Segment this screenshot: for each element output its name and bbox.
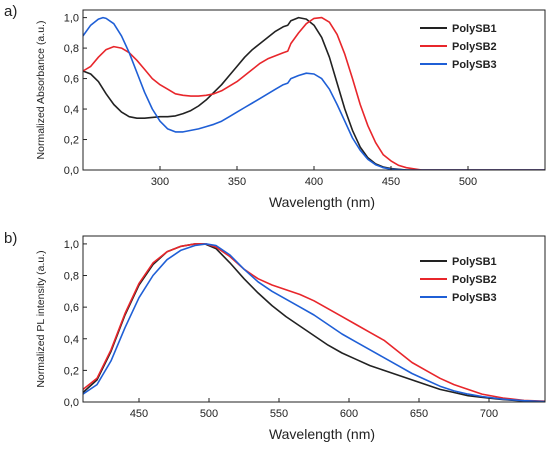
y-tick-label: 1,0 bbox=[64, 13, 79, 25]
y-tick-label: 0,0 bbox=[64, 397, 79, 409]
legend: PolySB1 PolySB2 PolySB3 bbox=[420, 23, 497, 71]
y-tick-label: 0,2 bbox=[64, 365, 79, 377]
panel-a-absorbance: a) 300 350 400 450 500 0,0 0,2 0,4 0,6 0,8 1,0 Wavel… bbox=[4, 3, 546, 210]
legend-label-polysb1: PolySB1 bbox=[452, 23, 497, 35]
panel-b-photoluminescence: b) 450 500 550 600 650 700 0,0 0,2 0,4 0,6 0,8 1,0 Wa… bbox=[4, 230, 546, 442]
y-tick-label: 0,8 bbox=[64, 43, 79, 55]
plot-frame bbox=[82, 235, 546, 403]
legend-label-polysb3: PolySB3 bbox=[452, 292, 497, 304]
y-tick-label: 0,4 bbox=[64, 334, 79, 346]
y-tick-label: 0,4 bbox=[64, 104, 79, 116]
x-tick-label: 450 bbox=[130, 408, 148, 420]
series-line-polysb2 bbox=[83, 243, 545, 402]
x-tick-label: 300 bbox=[151, 176, 169, 188]
legend: PolySB1 PolySB2 PolySB3 bbox=[420, 256, 497, 304]
series-line-polysb1 bbox=[83, 16, 545, 170]
y-tick-label: 1,0 bbox=[64, 239, 79, 251]
legend-label-polysb2: PolySB2 bbox=[452, 41, 497, 53]
x-tick-label: 450 bbox=[382, 176, 400, 188]
series-line-polysb1 bbox=[83, 243, 545, 402]
x-tick-label: 500 bbox=[459, 176, 477, 188]
x-tick-label: 350 bbox=[228, 176, 246, 188]
series-line-polysb3 bbox=[83, 243, 545, 402]
y-axis-label: Normalized PL intensity (a.u.) bbox=[35, 250, 47, 387]
x-tick-label: 400 bbox=[305, 176, 323, 188]
y-axis-label: Normalized Absorbance (a.u.) bbox=[35, 21, 47, 160]
x-tick-label: 700 bbox=[480, 408, 498, 420]
legend-label-polysb1: PolySB1 bbox=[452, 256, 497, 268]
panel-label: a) bbox=[4, 3, 17, 20]
x-tick-label: 500 bbox=[200, 408, 218, 420]
y-tick-label: 0,2 bbox=[64, 135, 79, 147]
x-axis-label: Wavelength (nm) bbox=[269, 194, 375, 210]
y-tick-label: 0,6 bbox=[64, 74, 79, 86]
x-tick-label: 550 bbox=[270, 408, 288, 420]
x-tick-label: 650 bbox=[410, 408, 428, 420]
series-line-polysb2 bbox=[83, 16, 545, 170]
y-tick-label: 0,6 bbox=[64, 302, 79, 314]
panel-label: b) bbox=[4, 230, 17, 247]
x-tick-label: 600 bbox=[340, 408, 358, 420]
series-line-polysb3 bbox=[83, 16, 545, 170]
x-axis-label: Wavelength (nm) bbox=[269, 426, 375, 442]
legend-label-polysb3: PolySB3 bbox=[452, 59, 497, 71]
y-tick-label: 0,8 bbox=[64, 271, 79, 283]
legend-label-polysb2: PolySB2 bbox=[452, 274, 497, 286]
y-tick-label: 0,0 bbox=[64, 165, 79, 177]
